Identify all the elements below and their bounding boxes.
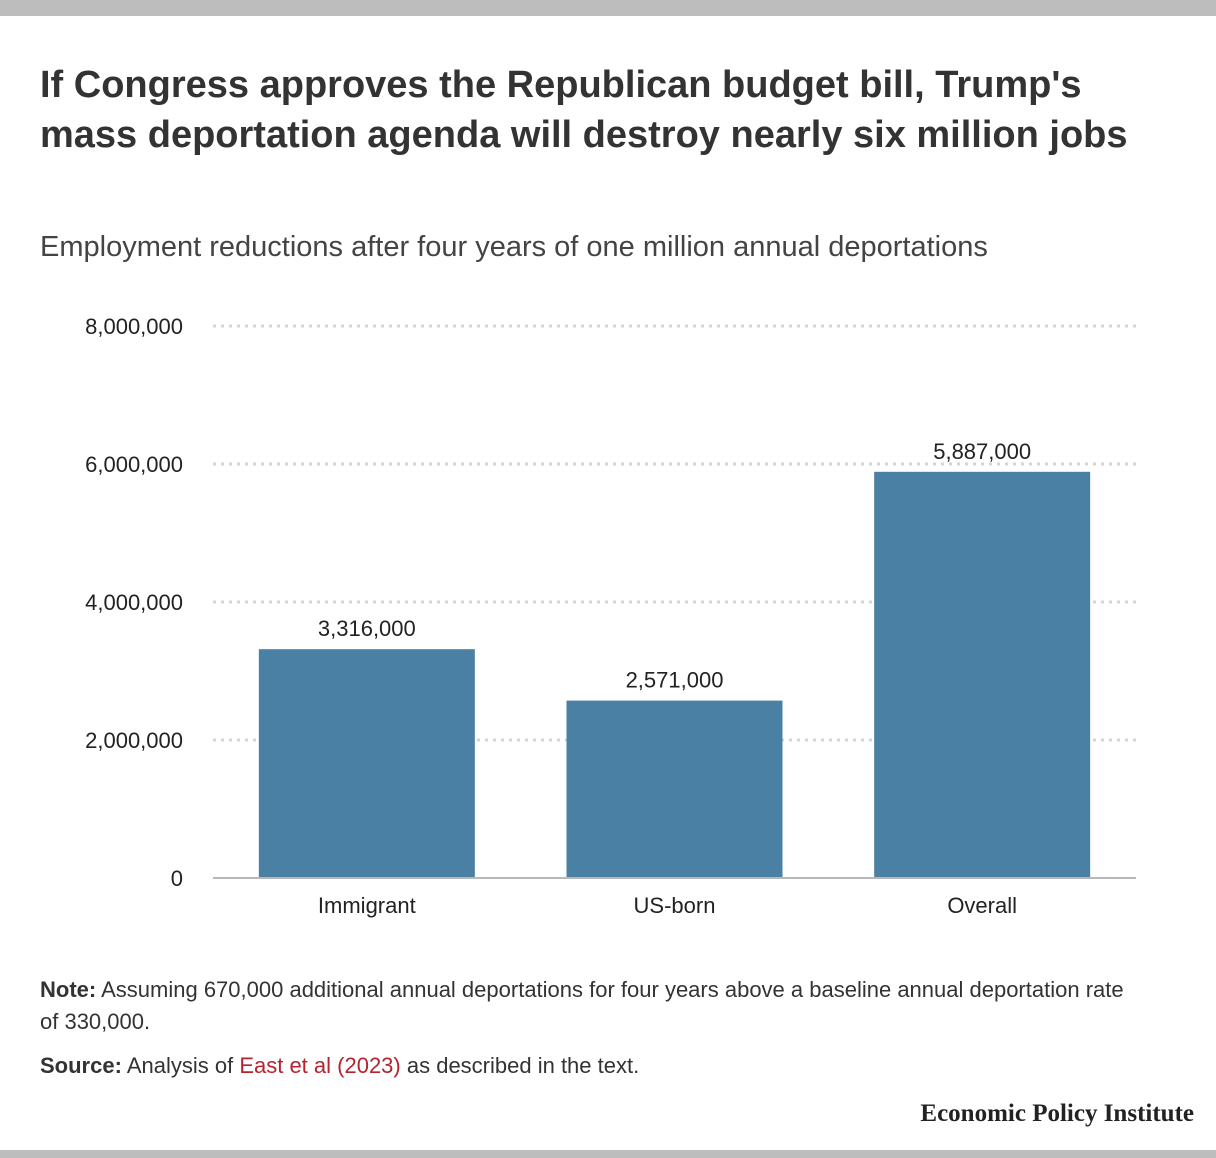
bar-overall [874, 471, 1091, 878]
source-link[interactable]: East et al (2023) [239, 1053, 401, 1078]
chart-title: If Congress approves the Republican budg… [40, 64, 1128, 156]
chart-source: Source: Analysis of East et al (2023) as… [40, 1050, 1140, 1082]
bar-value-label: 2,571,000 [626, 668, 724, 693]
bar-chart: 0 2,000,000 4,000,000 6,000,000 8,000,000 3,3… [85, 314, 1136, 918]
source-label: Source: [40, 1053, 122, 1078]
bottom-border [0, 1150, 1216, 1158]
x-tick-label: Immigrant [318, 893, 416, 918]
bar-us-born [566, 700, 783, 878]
epi-logo: Economic Policy Institute [920, 1100, 1194, 1127]
source-suffix: as described in the text. [400, 1053, 640, 1078]
chart-note: Note: Assuming 670,000 additional annual… [40, 974, 1140, 1038]
note-text: Assuming 670,000 additional annual depor… [40, 977, 1124, 1034]
bar-value-label: 3,316,000 [318, 616, 416, 641]
note-label: Note: [40, 977, 97, 1002]
y-tick-label: 6,000,000 [85, 452, 183, 477]
x-tick-label: Overall [947, 893, 1017, 918]
bar-immigrant [258, 649, 475, 878]
y-tick-label: 2,000,000 [85, 728, 183, 753]
bar-value-label: 5,887,000 [933, 439, 1031, 464]
y-tick-label: 4,000,000 [85, 590, 183, 615]
y-tick-label: 0 [171, 866, 183, 891]
source-prefix: Analysis of [121, 1053, 240, 1078]
top-border [0, 0, 1216, 16]
y-tick-label: 8,000,000 [85, 314, 183, 339]
chart-subtitle: Employment reductions after four years o… [40, 231, 988, 263]
x-tick-label: US-born [634, 893, 716, 918]
